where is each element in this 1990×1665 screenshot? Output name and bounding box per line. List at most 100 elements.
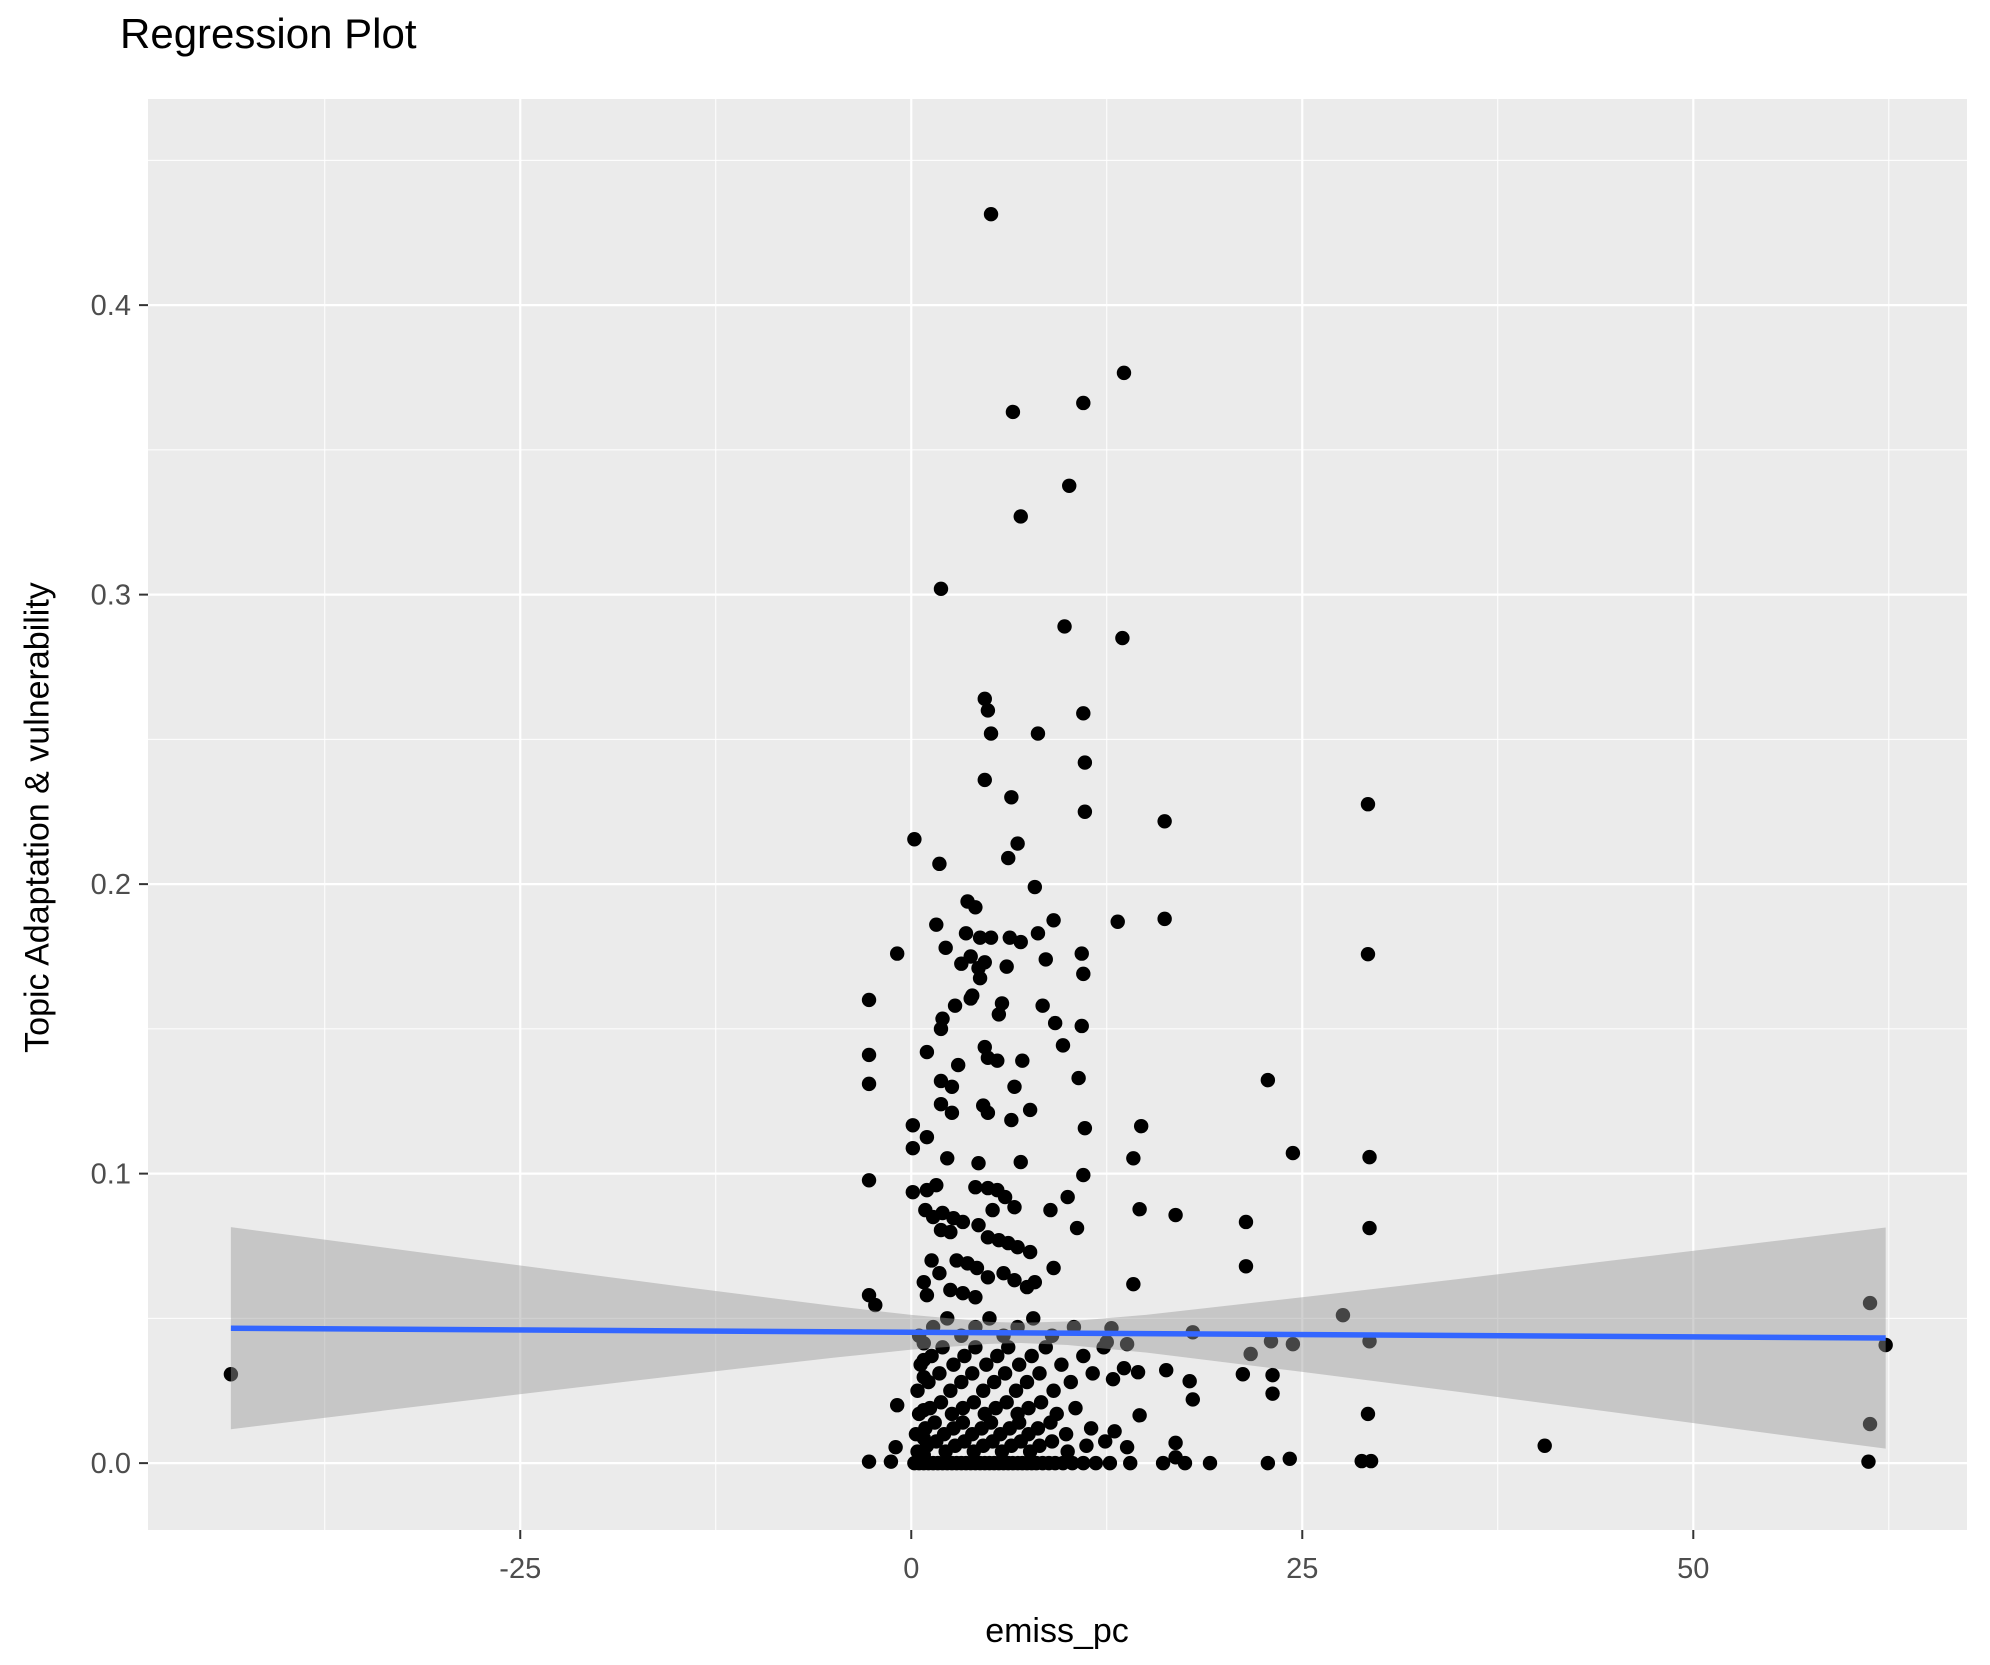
scatter-point xyxy=(935,1205,950,1221)
scatter-point xyxy=(938,940,953,956)
scatter-point xyxy=(1022,1102,1038,1118)
scatter-point xyxy=(1116,1360,1132,1376)
scatter-point xyxy=(1335,1307,1351,1323)
y-tick-label: 0.3 xyxy=(91,580,131,612)
scatter-point xyxy=(1004,790,1019,805)
scatter-point xyxy=(1010,836,1025,851)
scatter-point xyxy=(1360,946,1376,962)
scatter-point xyxy=(921,1374,936,1390)
scatter-point xyxy=(1157,814,1172,829)
scatter-point xyxy=(932,856,947,872)
scatter-point xyxy=(922,1400,938,1416)
scatter-point xyxy=(1058,1426,1074,1442)
scatter-point xyxy=(955,1285,971,1301)
scatter-point xyxy=(997,1366,1013,1381)
scatter-point xyxy=(929,1178,944,1193)
scatter-point xyxy=(1862,1416,1878,1432)
scatter-point xyxy=(913,1357,928,1372)
scatter-point xyxy=(968,900,983,915)
scatter-point xyxy=(889,946,905,961)
scatter-point xyxy=(1076,1167,1091,1183)
scatter-point xyxy=(982,1311,997,1326)
scatter-point xyxy=(1069,1220,1085,1236)
scatter-point xyxy=(971,1217,986,1233)
scatter-point xyxy=(1062,478,1077,493)
scatter-point xyxy=(1132,1202,1147,1217)
scatter-point xyxy=(990,1053,1005,1068)
scatter-point xyxy=(223,1367,239,1382)
scatter-point xyxy=(1063,1374,1078,1390)
scatter-point xyxy=(968,1180,983,1195)
scatter-point xyxy=(1077,1120,1093,1136)
scatter-point xyxy=(1038,952,1053,967)
scatter-point xyxy=(983,726,999,741)
scatter-point xyxy=(1130,1365,1146,1380)
scatter-point xyxy=(996,1266,1011,1281)
scatter-point xyxy=(1013,509,1028,524)
scatter-point xyxy=(1285,1145,1301,1161)
scatter-point xyxy=(968,1290,983,1305)
scatter-point xyxy=(905,1184,921,1200)
scatter-point xyxy=(905,1118,921,1133)
scatter-point xyxy=(971,1156,986,1171)
scatter-point xyxy=(976,1383,991,1398)
scatter-point xyxy=(957,1348,972,1364)
scatter-point xyxy=(1285,1336,1301,1352)
scatter-point xyxy=(950,1057,966,1073)
scatter-point xyxy=(907,832,922,847)
scatter-point xyxy=(1060,1189,1075,1205)
scatter-point xyxy=(966,1395,982,1410)
scatter-point xyxy=(949,1253,964,1268)
scatter-point xyxy=(955,1415,971,1430)
scatter-point xyxy=(1007,1079,1022,1094)
scatter-point xyxy=(980,1230,996,1245)
scatter-point xyxy=(1282,1451,1297,1466)
scatter-point xyxy=(1243,1346,1258,1362)
scatter-point xyxy=(1168,1435,1183,1451)
scatter-point xyxy=(1098,1434,1113,1449)
scatter-point xyxy=(1005,404,1021,420)
scatter-point xyxy=(1001,850,1016,866)
scatter-point xyxy=(1071,1070,1086,1086)
scatter-point xyxy=(933,1096,949,1112)
y-tick-label: 0.1 xyxy=(91,1159,131,1191)
scatter-point xyxy=(1074,1018,1089,1034)
scatter-point xyxy=(1077,804,1093,819)
x-tick-label: 50 xyxy=(1677,1553,1709,1585)
scatter-point xyxy=(968,1340,983,1355)
scatter-point xyxy=(1015,1053,1030,1068)
scatter-point xyxy=(1115,630,1130,646)
scatter-point xyxy=(1260,1455,1276,1471)
scatter-point xyxy=(972,971,988,986)
scatter-point xyxy=(969,1260,985,1276)
scatter-point xyxy=(924,1253,939,1268)
scatter-point xyxy=(861,1173,877,1188)
scatter-point xyxy=(889,1398,905,1413)
scatter-point xyxy=(919,1288,935,1303)
scatter-point xyxy=(1011,1357,1027,1372)
scatter-point xyxy=(1088,1455,1104,1471)
scatter-point xyxy=(944,1105,960,1121)
scatter-point xyxy=(1030,926,1046,941)
scatter-point xyxy=(994,996,1010,1011)
scatter-point xyxy=(1105,1371,1121,1387)
scatter-point xyxy=(1878,1337,1893,1353)
scatter-point xyxy=(1013,1154,1028,1170)
scatter-point xyxy=(1155,1455,1171,1471)
plot-panel xyxy=(148,99,1967,1530)
scatter-point xyxy=(1010,1406,1025,1422)
y-tick-label: 0.2 xyxy=(91,869,131,901)
scatter-point xyxy=(935,1340,950,1355)
scatter-point xyxy=(1360,1406,1376,1422)
scatter-point xyxy=(1054,1357,1069,1372)
scatter-point xyxy=(1159,1362,1174,1378)
scatter-point xyxy=(919,1129,935,1145)
y-tick-label: 0.0 xyxy=(91,1448,131,1480)
scatter-point xyxy=(1123,1455,1138,1471)
scatter-point xyxy=(1047,1015,1063,1031)
x-axis-title-text: emiss_pc xyxy=(985,1612,1129,1650)
scatter-point xyxy=(1043,1202,1058,1218)
scatter-point xyxy=(1022,1244,1038,1260)
scatter-point xyxy=(991,1007,1007,1022)
